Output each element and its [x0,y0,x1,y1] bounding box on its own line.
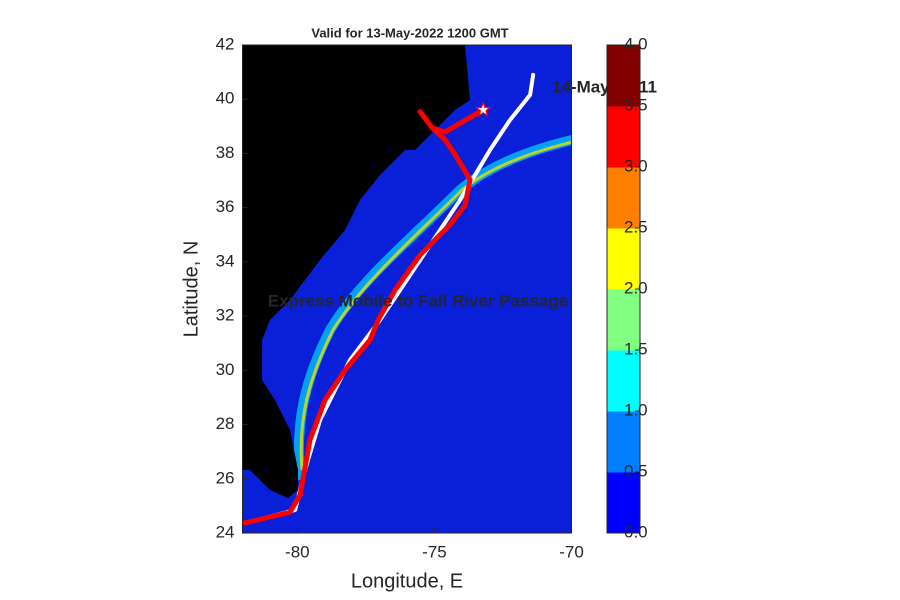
y-tick-label: 38 [216,143,235,162]
plot-frame [242,44,572,534]
colorbar-tick-label: 0.5 [624,461,648,480]
colorbar-tick-label: 2.5 [624,217,648,236]
y-tick-label: 30 [216,360,235,379]
y-tick-label: 34 [216,251,235,270]
route [242,109,473,526]
y-tick-label: 40 [216,89,235,108]
routes [242,72,536,526]
colorbar-tick-label: 1.5 [624,339,648,358]
colorbar-bin [607,167,640,229]
y-tick-label: 24 [216,522,235,541]
current-band [293,135,572,481]
colorbar-bin [607,228,640,290]
colorbar-bin [607,411,640,473]
colorbar-bin [607,350,640,412]
colorbar-bin [607,106,640,168]
y-tick-label: 42 [216,34,235,53]
route-annotation: Express Mobile to Fall River Passage [268,291,568,310]
colorbar-bin [607,45,640,107]
colorbar: 0.0 0.5 1.0 1.5 2.0 2.5 3.0 3.5 4.0 [606,34,648,541]
title: Valid for 13-May-2022 1200 GMT [311,25,508,40]
colorbar-tick-label: 3.5 [624,95,648,114]
colorbar-tick-label: 1.0 [624,400,648,419]
colorbar-tick-label: 3.0 [624,156,648,175]
colorbar-bin [607,289,640,351]
y-tick-label: 32 [216,306,235,325]
current-core [299,140,572,471]
x-tick-label: -70 [559,542,584,561]
y-axis-label: Latitude, N [180,241,202,338]
y-tick-label: 28 [216,414,235,433]
colorbar-tick-label: 0.0 [624,522,648,541]
x-axis-label: Longitude, E [351,570,463,592]
colorbar-tick-label: 4.0 [624,34,648,53]
x-tick-label: -75 [422,542,447,561]
land [242,45,470,498]
colorbar-tick-label: 2.0 [624,278,648,297]
y-tick-label: 26 [216,468,235,487]
y-tick-label: 36 [216,197,235,216]
destination-star [474,101,492,117]
x-tick-label: -80 [285,542,310,561]
colorbar-bin [607,472,640,534]
timestamp-annotation: 14-May 03:11 [552,77,657,96]
route [429,107,486,135]
